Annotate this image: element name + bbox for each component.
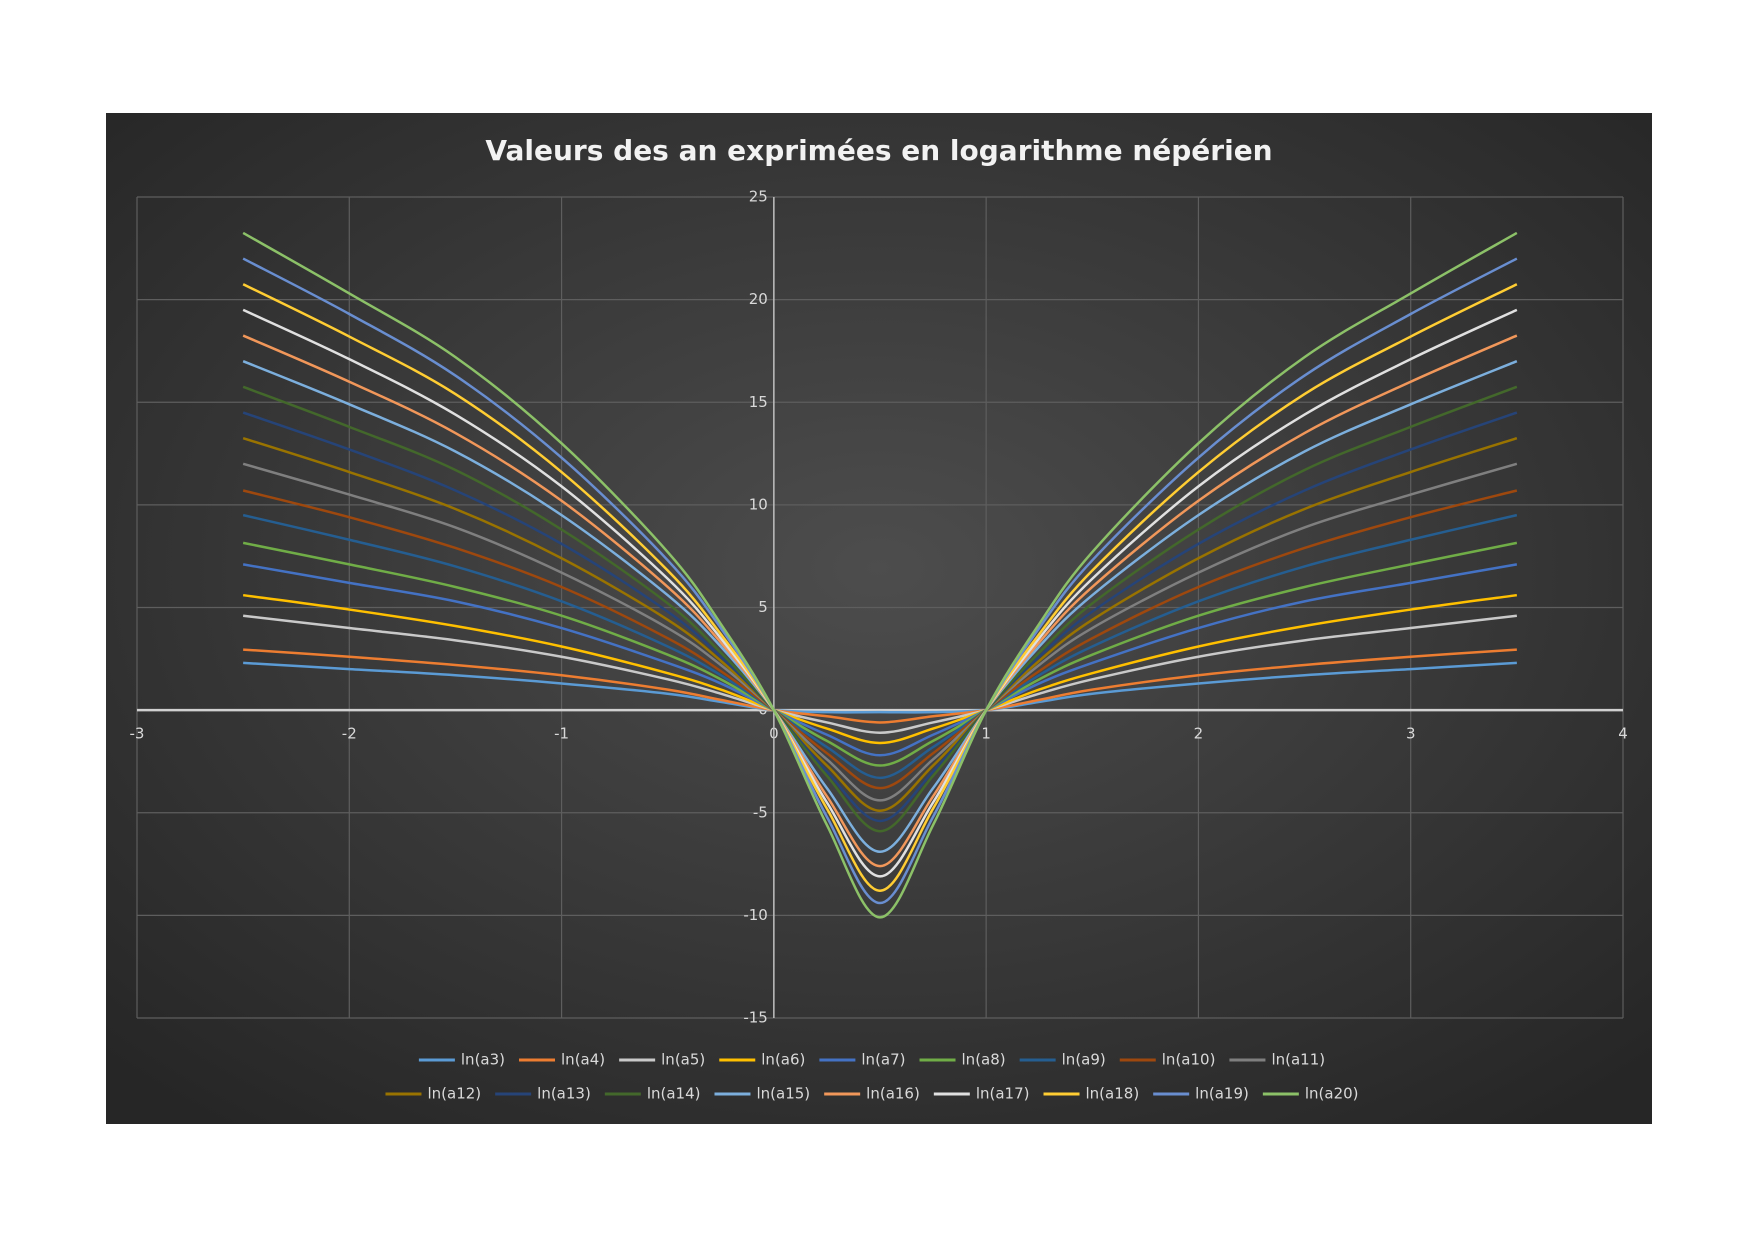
legend-item: ln(a10) (1119, 1051, 1216, 1069)
legend-item: ln(a17) (933, 1085, 1030, 1103)
legend-label: ln(a7) (861, 1051, 905, 1069)
x-tick-label: 1 (981, 725, 991, 743)
legend-item: ln(a15) (714, 1085, 810, 1103)
legend-item: ln(a8) (919, 1051, 1006, 1069)
series-line (243, 661, 1517, 714)
legend-item: ln(a9) (1019, 1051, 1106, 1069)
y-tick-label: 5 (758, 598, 768, 616)
series-line (242, 436, 1518, 812)
chart-background (106, 113, 1652, 1124)
legend-label: ln(a6) (761, 1051, 805, 1069)
legend-item: ln(a5) (619, 1051, 705, 1069)
legend-label: ln(a19) (1195, 1085, 1249, 1103)
series-line (242, 360, 1518, 853)
legend-label: ln(a3) (461, 1051, 505, 1069)
series-line (242, 563, 1518, 757)
legend-item: ln(a16) (824, 1085, 920, 1103)
y-tick-label: 15 (749, 393, 768, 411)
series-line (243, 648, 1517, 724)
legend-item: ln(a13) (495, 1085, 591, 1103)
legend-label: ln(a4) (561, 1051, 605, 1069)
legend-item: ln(a6) (719, 1051, 805, 1069)
legend-label: ln(a14) (647, 1085, 701, 1103)
series-line (242, 411, 1518, 823)
legend-item: ln(a11) (1229, 1051, 1325, 1069)
legend-item: ln(a20) (1262, 1085, 1359, 1103)
legend-label: ln(a20) (1305, 1085, 1359, 1103)
series-line (242, 462, 1518, 802)
x-tick-label: 3 (1406, 725, 1416, 743)
legend-item: ln(a14) (604, 1085, 701, 1103)
series-line (242, 385, 1518, 833)
series-line (242, 308, 1518, 878)
series-line (242, 541, 1518, 767)
legend-label: ln(a12) (427, 1085, 481, 1103)
chart-title: Valeurs des an exprimées en logarithme n… (485, 134, 1272, 167)
y-tick-label: 25 (749, 188, 768, 206)
legend-label: ln(a16) (866, 1085, 920, 1103)
legend-label: ln(a10) (1162, 1051, 1216, 1069)
legend-label: ln(a17) (976, 1085, 1030, 1103)
legend-item: ln(a7) (819, 1051, 906, 1069)
x-tick-label: -1 (554, 725, 569, 743)
legend-label: ln(a15) (756, 1085, 810, 1103)
x-tick-label: 4 (1618, 725, 1628, 743)
y-tick-label: -10 (743, 906, 768, 924)
legend-label: ln(a5) (661, 1051, 705, 1069)
series-line (242, 593, 1518, 745)
series-line (242, 513, 1518, 780)
series-line (242, 614, 1518, 734)
series-line (242, 231, 1518, 919)
y-tick-label: 10 (749, 495, 768, 513)
legend-item: ln(a18) (1043, 1085, 1140, 1103)
x-tick-label: -3 (130, 725, 145, 743)
legend-label: ln(a11) (1271, 1051, 1325, 1069)
legend-item: ln(a19) (1153, 1085, 1249, 1103)
x-tick-label: -2 (342, 725, 357, 743)
x-tick-label: 2 (1194, 725, 1204, 743)
legend-item: ln(a4) (519, 1051, 605, 1069)
legend-label: ln(a18) (1086, 1085, 1140, 1103)
legend-label: ln(a8) (962, 1051, 1006, 1069)
y-tick-label: -5 (753, 803, 768, 821)
legend-item: ln(a12) (385, 1085, 481, 1103)
series-line (242, 489, 1518, 790)
series-line (242, 334, 1518, 868)
legend-label: ln(a13) (537, 1085, 591, 1103)
y-tick-label: -15 (743, 1009, 768, 1027)
legend-item: ln(a3) (418, 1051, 505, 1069)
series-line (242, 283, 1518, 892)
legend-label: ln(a9) (1062, 1051, 1106, 1069)
y-tick-label: 20 (749, 290, 768, 308)
series-line (242, 257, 1518, 905)
